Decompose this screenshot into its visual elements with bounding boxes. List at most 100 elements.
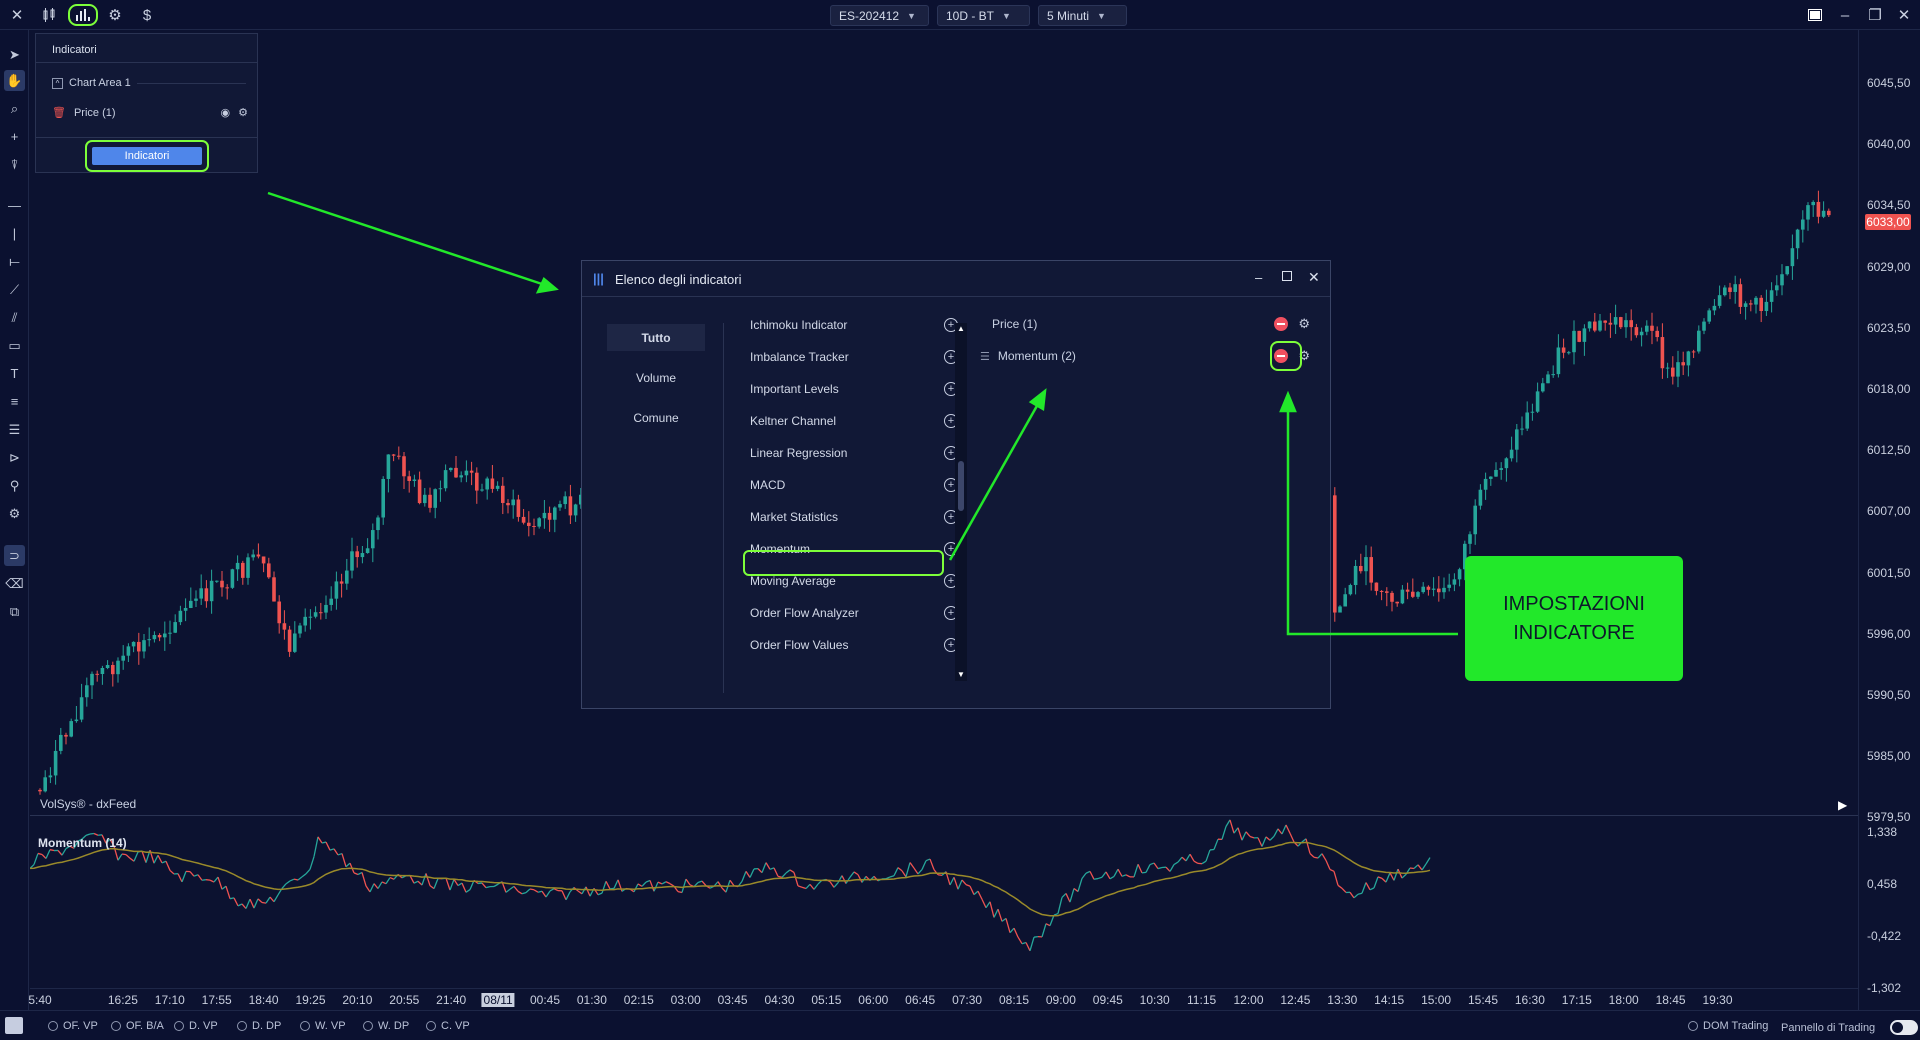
indicator-item[interactable]: Order Flow Analyzer + <box>748 601 964 625</box>
magnet-mode-icon[interactable]: ⊃ <box>4 545 25 566</box>
ray-icon[interactable]: ⟝ <box>9 253 20 269</box>
price-marker-icon[interactable]: ⚲ <box>9 477 20 493</box>
time-axis[interactable]: 5:40 16:25 17:10 17:55 18:40 19:25 20:10 20:55 2… <box>28 988 1858 1010</box>
bottom-option[interactable]: D. VP <box>174 1020 218 1032</box>
bottom-option[interactable]: D. DP <box>237 1020 281 1032</box>
gear-icon[interactable]: ⚙ <box>108 7 122 24</box>
candle-body <box>1504 458 1509 469</box>
levels-icon[interactable]: ☰ <box>8 421 21 437</box>
radio[interactable] <box>1688 1021 1698 1031</box>
category-tutto[interactable]: Tutto <box>607 324 705 351</box>
crosshair-icon[interactable]: + <box>10 129 19 144</box>
zoom-icon[interactable]: ⌕ <box>10 100 19 116</box>
layers-icon[interactable]: ⧉ <box>9 603 20 619</box>
eraser-icon[interactable]: ⌫ <box>5 575 24 591</box>
radio[interactable] <box>111 1021 121 1031</box>
candle-body <box>1639 331 1644 336</box>
window-close-icon[interactable]: ✕ <box>1897 7 1911 24</box>
price-axis[interactable]: 6045,50 6040,00 6034,50 6029,00 6023,50 6018,… <box>1858 30 1920 1010</box>
projection-icon[interactable]: ⊳ <box>9 449 20 465</box>
callout-line-2: INDICATORE <box>1513 621 1635 644</box>
radio[interactable] <box>48 1021 58 1031</box>
dollar-icon[interactable]: $ <box>142 6 152 24</box>
maximize-icon[interactable] <box>1282 271 1292 281</box>
close-icon[interactable]: ✕ <box>1308 269 1320 285</box>
gear-icon[interactable]: ⚙ <box>1298 348 1310 363</box>
minimize-icon[interactable]: – <box>1255 270 1263 285</box>
indicator-item[interactable]: Keltner Channel + <box>748 409 964 433</box>
remove-icon[interactable] <box>1274 317 1289 331</box>
trendline-icon[interactable]: ⟋ <box>9 281 20 297</box>
trash-icon[interactable]: 🗑 <box>52 107 66 119</box>
bottom-option[interactable]: W. DP <box>363 1020 409 1032</box>
radio[interactable] <box>426 1021 436 1031</box>
indicator-item[interactable]: Ichimoku Indicator + <box>748 313 964 337</box>
eye-icon[interactable]: ◉ <box>220 107 231 119</box>
cursor-icon[interactable]: ➤ <box>9 46 20 62</box>
restore-icon[interactable]: ❐ <box>1868 7 1882 24</box>
dialog-header: ||| Elenco degli indicatori – ✕ <box>582 261 1330 297</box>
time-tick: 17:55 <box>201 993 232 1007</box>
settings-marker-icon[interactable]: ⚙ <box>8 505 21 521</box>
trading-panel-toggle[interactable]: Pannello di Trading <box>1781 1020 1919 1035</box>
symbol-dropdown[interactable]: ES-202412 ▼ <box>830 5 929 26</box>
indicator-item[interactable]: Imbalance Tracker + <box>748 345 964 369</box>
dom-trading-toggle[interactable]: DOM Trading <box>1688 1020 1768 1032</box>
indicators-icon[interactable] <box>68 4 98 26</box>
fibonacci-icon[interactable]: ≡ <box>10 394 19 409</box>
remove-icon[interactable] <box>1274 349 1289 363</box>
active-indicator-row[interactable]: ☰ Momentum (2) ⚙ <box>980 345 1310 367</box>
momentum-segment <box>545 890 551 898</box>
bottom-option[interactable]: C. VP <box>426 1020 470 1032</box>
indicators-panel: Indicatori ^ Chart Area 1 🗑 Price (1) ◉ … <box>35 33 258 173</box>
scroll-thumb[interactable] <box>958 461 964 511</box>
collapse-icon[interactable]: ^ <box>52 77 63 89</box>
indicator-item[interactable]: Order Flow Values + <box>748 633 964 657</box>
category-comune[interactable]: Comune <box>633 410 679 425</box>
radio[interactable] <box>174 1021 184 1031</box>
price-indicator-row[interactable]: 🗑 Price (1) ◉ ⚙ <box>52 106 248 120</box>
horizontal-line-icon[interactable]: — <box>8 198 21 213</box>
range-dropdown[interactable]: 10D - BT ▼ <box>937 5 1030 26</box>
radio[interactable] <box>363 1021 373 1031</box>
candle-body <box>1556 347 1561 375</box>
hand-icon[interactable]: ✋ <box>4 70 25 91</box>
layout-icon[interactable] <box>1804 4 1826 26</box>
minimize-icon[interactable]: – <box>1840 6 1850 24</box>
scrollbar[interactable]: ▲ ▼ <box>955 323 967 681</box>
momentum-segment <box>1305 838 1311 854</box>
rectangle-icon[interactable]: ▭ <box>8 337 21 353</box>
bottom-option[interactable]: W. VP <box>300 1020 346 1032</box>
active-indicator-row[interactable]: Price (1) ⚙ <box>980 313 1310 335</box>
candles-icon[interactable] <box>39 4 61 26</box>
indicator-item[interactable]: Linear Regression + <box>748 441 964 465</box>
text-icon[interactable]: T <box>10 366 19 381</box>
momentum-pane[interactable] <box>30 816 1858 988</box>
chart-area-row[interactable]: ^ Chart Area 1 <box>52 77 246 89</box>
category-volume[interactable]: Volume <box>635 370 677 385</box>
indicator-item[interactable]: Market Statistics + <box>748 505 964 529</box>
gear-icon[interactable]: ⚙ <box>238 107 248 119</box>
scroll-down-icon[interactable]: ▼ <box>957 670 965 679</box>
indicator-item[interactable]: MACD + <box>748 473 964 497</box>
toggle-switch[interactable] <box>1890 1020 1919 1035</box>
panel-toggle-icon[interactable] <box>5 1017 23 1034</box>
drag-handle-icon[interactable]: ☰ <box>980 350 990 363</box>
bottom-option[interactable]: OF. VP <box>48 1020 98 1032</box>
indicator-item[interactable]: Important Levels + <box>748 377 964 401</box>
vertical-line-icon[interactable]: | <box>12 226 17 241</box>
magnet-icon[interactable]: ⍒ <box>10 156 19 172</box>
bottom-option[interactable]: OF. B/A <box>111 1020 164 1032</box>
momentum-segment <box>1353 893 1359 899</box>
gear-icon[interactable]: ⚙ <box>1298 316 1310 331</box>
scroll-up-icon[interactable]: ▲ <box>957 324 965 333</box>
radio[interactable] <box>237 1021 247 1031</box>
candle-body <box>209 580 214 602</box>
interval-dropdown[interactable]: 5 Minuti ▼ <box>1038 5 1127 26</box>
close-icon[interactable]: ✕ <box>10 7 24 24</box>
radio[interactable] <box>300 1021 310 1031</box>
channel-icon[interactable]: ⫽ <box>11 309 18 325</box>
indicators-button[interactable]: Indicatori <box>92 147 202 165</box>
candle-body <box>355 551 359 558</box>
scroll-right-icon[interactable]: ▶ <box>1838 798 1848 812</box>
